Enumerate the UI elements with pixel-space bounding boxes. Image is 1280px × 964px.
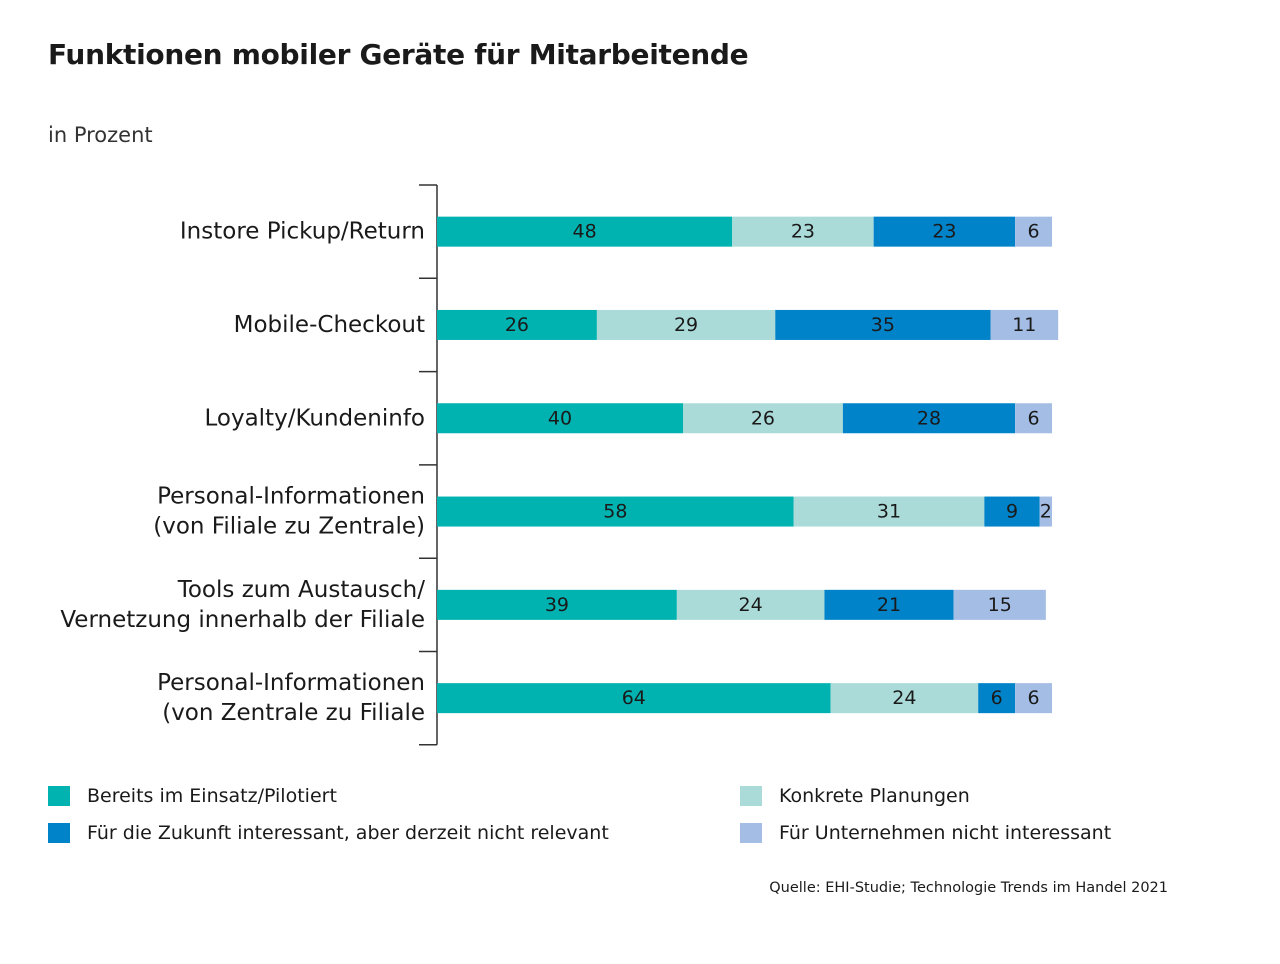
category-label: Instore Pickup/Return [180,219,425,245]
category-label: Loyalty/Kundeninfo [204,405,425,431]
bar-value-label: 35 [871,314,895,336]
bar-value-label: 58 [603,501,627,523]
bar-segment [732,216,874,247]
bar-value-label: 40 [548,407,572,429]
stacked-bar-chart: Instore Pickup/Return 48 23 23 6 Mobile-Check… [60,184,1059,746]
bar-segment [793,496,985,527]
bar-value-label: 11 [1012,314,1036,336]
bar-segment [824,589,954,620]
bar-segment [437,683,831,714]
bar-value-label: 15 [988,594,1012,616]
bar-value-label: 24 [892,687,916,709]
bar-segment [842,403,1016,434]
category-label: Personal-Informationen [157,484,425,510]
bar-segment [683,403,843,434]
bar-segment [437,309,597,340]
bar-segment [1015,683,1052,714]
bar-value-label: 31 [877,501,901,523]
category-label: Mobile-Checkout [234,312,425,338]
bar-value-label: 29 [674,314,698,336]
bar-segment [953,589,1046,620]
bar-value-label: 6 [1028,221,1040,243]
legend-swatch-nicht [740,823,762,843]
bar-segment [437,403,683,434]
bar-segment [437,216,733,247]
legend-item-planung: Konkrete Planungen [740,785,970,807]
bar-value-label: 6 [1028,687,1040,709]
bar-value-label: 26 [505,314,529,336]
category-label: (von Zentrale zu Filiale [162,700,425,726]
bar-value-label: 26 [751,407,775,429]
source-note: Quelle: EHI-Studie; Technologie Trends i… [769,880,1168,896]
bar-value-label: 39 [545,594,569,616]
bar-segment [437,589,677,620]
bar-value-label: 21 [877,594,901,616]
legend-label-zukunft: Für die Zukunft interessant, aber derzei… [87,822,609,844]
bar-segment [1015,216,1052,247]
legend-swatch-einsatz [48,786,70,806]
bar-value-label: 24 [739,594,763,616]
legend-label-nicht: Für Unternehmen nicht interessant [779,822,1112,844]
bar-segment [830,683,979,714]
bar-value-label: 64 [622,687,646,709]
bar-value-label: 9 [1006,501,1018,523]
legend-item-nicht: Für Unternehmen nicht interessant [740,822,1111,844]
legend-item-zukunft: Für die Zukunft interessant, aber derzei… [48,822,609,844]
category-label: Vernetzung innerhalb der Filiale [60,607,425,633]
bar-segment [873,216,1016,247]
category-label: Tools zum Austausch/ [177,577,426,603]
legend-label-einsatz: Bereits im Einsatz/Pilotiert [87,785,337,807]
category-label: (von Filiale zu Zentrale) [153,514,425,540]
chart-subtitle: in Prozent [48,123,153,147]
bar-segment [775,309,991,340]
legend-swatch-zukunft [48,823,70,843]
legend-item-einsatz: Bereits im Einsatz/Pilotiert [48,785,337,807]
chart-title: Funktionen mobiler Geräte für Mitarbeite… [48,38,749,71]
bar-segment [596,309,776,340]
bar-value-label: 6 [991,687,1003,709]
category-label: Personal-Informationen [157,670,425,696]
bar-segment [978,683,1016,714]
legend-swatch-planung [740,786,762,806]
bar-segment [437,496,794,527]
bar-segment [676,589,825,620]
bar-segment [1039,496,1052,527]
legend-label-planung: Konkrete Planungen [779,785,970,807]
bar-segment [984,496,1040,527]
bar-value-label: 28 [917,407,941,429]
bar-segment [1015,403,1052,434]
bar-value-label: 23 [932,221,956,243]
bar-value-label: 23 [791,221,815,243]
bar-value-label: 48 [573,221,597,243]
bar-value-label: 2 [1040,501,1052,523]
bar-segment [990,309,1059,340]
bar-value-label: 6 [1028,407,1040,429]
